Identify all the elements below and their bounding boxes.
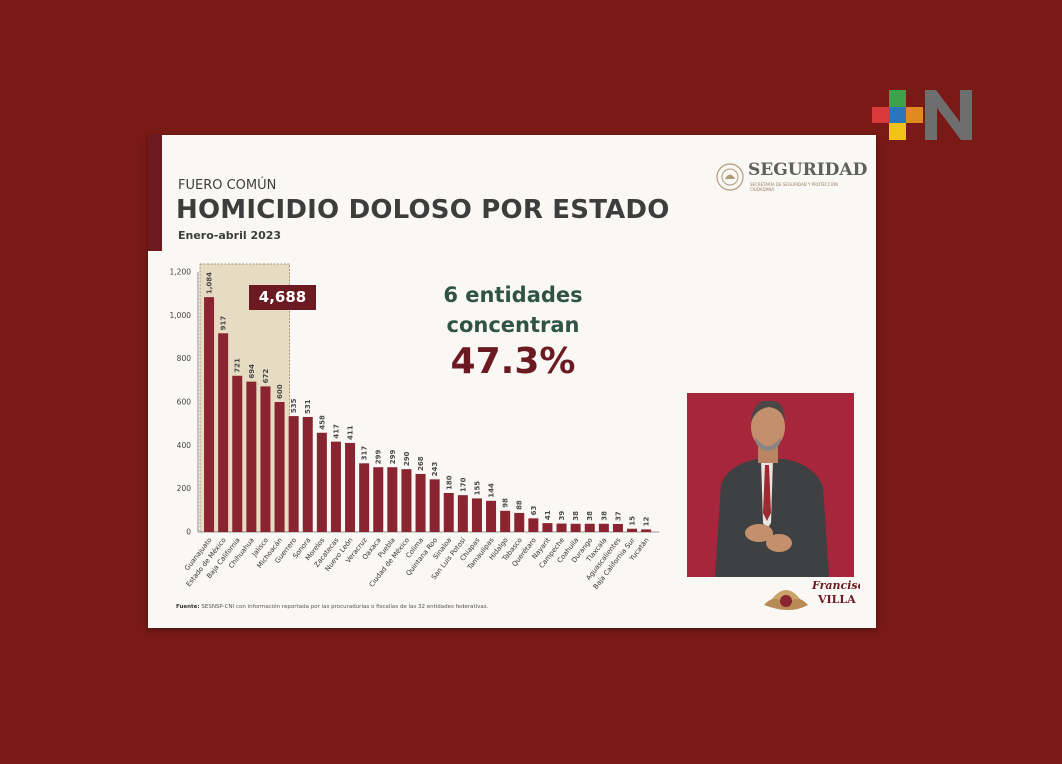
- value-label: 41: [544, 510, 552, 520]
- y-tick-label: 600: [177, 398, 192, 407]
- value-label: 1,084: [206, 272, 214, 294]
- value-label: 672: [262, 369, 270, 384]
- value-label: 417: [332, 424, 340, 439]
- value-label: 37: [614, 511, 622, 521]
- svg-text:VILLA: VILLA: [817, 593, 856, 606]
- bar: [584, 523, 595, 532]
- value-label: 917: [220, 316, 228, 331]
- presentation-slide: FUERO COMÚN HOMICIDIO DOLOSO POR ESTADO …: [148, 135, 876, 628]
- y-tick-label: 0: [186, 528, 191, 537]
- bar: [457, 495, 468, 532]
- bar: [429, 479, 440, 532]
- francisco-villa-logo: Francisco VILLA: [764, 579, 860, 610]
- bars: [204, 297, 652, 532]
- y-tick-labels: 0 200 400 600 800 1,000 1,200: [170, 268, 192, 537]
- highlight-total-box: 4,688: [249, 285, 316, 310]
- bar: [471, 498, 482, 532]
- bar: [302, 416, 313, 532]
- bar: [274, 402, 285, 532]
- bar: [443, 493, 454, 532]
- slide-title: HOMICIDIO DOLOSO POR ESTADO: [176, 195, 670, 225]
- value-labels: 1,084 917 721 694 672 600 535 531 458 417 411 317 29…: [206, 272, 651, 527]
- headline-line-2: concentran: [446, 313, 580, 337]
- bar: [486, 500, 497, 532]
- slide-subtitle: Enero-abril 2023: [178, 229, 282, 242]
- value-label: 535: [290, 398, 298, 413]
- value-label: 290: [403, 451, 411, 466]
- value-label: 155: [473, 481, 481, 496]
- bar: [542, 523, 553, 532]
- bar: [345, 442, 356, 532]
- value-label: 88: [516, 500, 524, 510]
- value-label: 268: [417, 456, 425, 471]
- bar: [528, 518, 539, 532]
- value-label: 299: [375, 449, 383, 464]
- bar: [232, 375, 243, 532]
- bar: [373, 467, 384, 532]
- bar: [359, 463, 370, 532]
- value-label: 317: [361, 446, 369, 461]
- value-label: 458: [318, 415, 326, 430]
- headline-line-1: 6 entidades: [443, 283, 583, 307]
- slide-accent-bar: [148, 135, 162, 251]
- value-label: 180: [445, 475, 453, 490]
- value-label: 721: [234, 358, 242, 373]
- source-label: Fuente:: [176, 604, 200, 610]
- y-tick-label: 200: [177, 484, 192, 493]
- slide-eyebrow: FUERO COMÚN: [178, 178, 277, 193]
- bar: [204, 297, 215, 532]
- value-label: 98: [502, 498, 510, 508]
- bar: [641, 529, 652, 532]
- bar: [556, 523, 567, 532]
- sign-language-interpreter: [687, 393, 854, 577]
- bar: [246, 381, 257, 532]
- value-label: 12: [643, 517, 651, 527]
- bar: [598, 523, 609, 532]
- bar: [330, 441, 341, 532]
- seguridad-logo-text: SEGURIDAD: [748, 160, 868, 180]
- bar: [288, 416, 299, 532]
- value-label: 411: [347, 425, 355, 440]
- bar-chart: 0 200 400 600 800 1,000 1,200 1,084 917 721 694 67…: [170, 263, 660, 591]
- y-tick-label: 400: [177, 441, 192, 450]
- value-label: 38: [586, 511, 594, 521]
- value-label: 531: [304, 399, 312, 414]
- bar: [612, 523, 623, 532]
- value-label: 694: [248, 364, 256, 379]
- value-label: 38: [572, 511, 580, 521]
- headline-percentage: 47.3%: [450, 341, 576, 382]
- bar: [401, 469, 412, 532]
- svg-text:Francisco: Francisco: [811, 579, 860, 592]
- y-tick-label: 1,000: [170, 311, 192, 320]
- value-label: 170: [459, 477, 467, 492]
- source-note: Fuente: SESNSP-CNI con información repor…: [176, 604, 488, 610]
- value-label: 63: [530, 505, 538, 515]
- bar: [627, 528, 638, 532]
- bar: [500, 510, 511, 532]
- bar: [260, 386, 271, 532]
- value-label: 38: [600, 511, 608, 521]
- value-label: 39: [558, 511, 566, 521]
- source-text: SESNSP-CNI con información reportada por…: [201, 604, 489, 610]
- value-label: 144: [488, 483, 496, 498]
- bar: [514, 512, 525, 532]
- value-label: 243: [431, 462, 439, 477]
- bar: [316, 432, 327, 532]
- bar: [218, 333, 229, 532]
- national-emblem-icon: [716, 163, 744, 191]
- seguridad-logo-subtitle: SECRETARÍA DE SEGURIDAD Y PROTECCIÓN CIU…: [750, 182, 838, 192]
- value-label: 15: [629, 516, 637, 526]
- bar: [570, 523, 581, 532]
- nvn-logo: [872, 90, 972, 140]
- bar: [387, 467, 398, 532]
- y-tick-label: 1,200: [170, 268, 192, 277]
- bar: [415, 473, 426, 532]
- value-label: 299: [389, 449, 397, 464]
- value-label: 600: [276, 384, 284, 399]
- y-tick-label: 800: [177, 354, 192, 363]
